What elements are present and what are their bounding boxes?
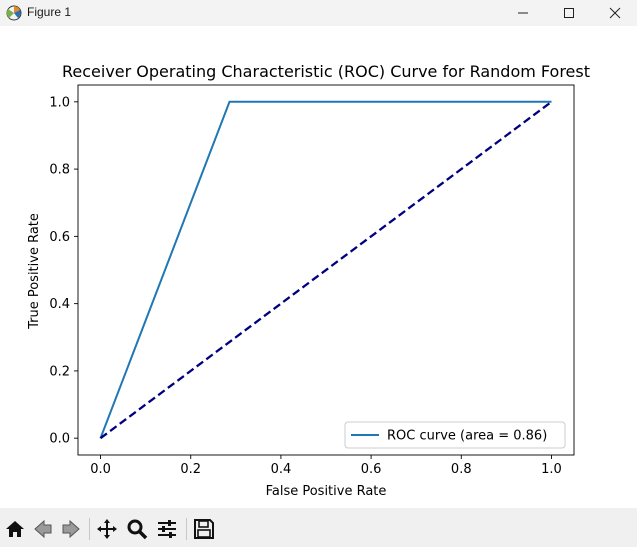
zoom-button[interactable] <box>124 516 150 542</box>
y-tick-label: 0.6 <box>49 230 70 245</box>
pan-icon <box>97 519 117 539</box>
y-tick-label: 0.8 <box>49 163 70 178</box>
toolbar-separator <box>89 518 90 540</box>
x-tick-label: 0.2 <box>180 462 201 477</box>
maximize-icon <box>564 8 574 18</box>
zoom-icon <box>127 519 148 540</box>
x-tick-label: 0.8 <box>451 462 472 477</box>
minimize-button[interactable] <box>500 0 546 26</box>
legend-box <box>344 421 566 449</box>
y-tick-label: 1.0 <box>49 95 70 110</box>
back-button[interactable] <box>30 516 56 542</box>
minimize-icon <box>518 12 528 14</box>
home-icon <box>6 521 24 537</box>
close-button[interactable] <box>592 0 637 26</box>
chart-title: Receiver Operating Characteristic (ROC) … <box>62 62 590 81</box>
back-arrow-icon <box>34 519 52 539</box>
x-tick-label: 0.4 <box>271 462 292 477</box>
forward-button[interactable] <box>58 516 84 542</box>
save-button[interactable] <box>191 516 217 542</box>
x-tick-label: 0.6 <box>361 462 382 477</box>
figure-canvas[interactable]: Receiver Operating Characteristic (ROC) … <box>0 26 637 508</box>
navigation-toolbar <box>0 508 637 547</box>
pan-button[interactable] <box>94 516 120 542</box>
x-tick-label: 0.0 <box>90 462 111 477</box>
close-icon <box>609 7 621 19</box>
toolbar-separator <box>186 518 187 540</box>
forward-arrow-icon <box>62 519 80 539</box>
diagonal-reference-line <box>99 100 553 440</box>
configure-subplots-icon <box>158 520 176 538</box>
window-title: Figure 1 <box>27 5 72 19</box>
axes-frame <box>77 84 575 456</box>
y-tick-label: 0.0 <box>49 432 70 447</box>
y-axis-label: True Positive Rate <box>27 213 42 330</box>
maximize-button[interactable] <box>546 0 592 26</box>
roc-chart: Receiver Operating Characteristic (ROC) … <box>27 62 590 499</box>
y-tick-label: 0.4 <box>49 297 70 312</box>
x-axis-label: False Positive Rate <box>266 484 387 499</box>
home-button[interactable] <box>2 516 28 542</box>
roc-curve-line <box>99 100 552 439</box>
window-titlebar: Figure 1 <box>0 0 637 26</box>
save-icon <box>194 519 214 539</box>
configure-subplots-button[interactable] <box>154 516 180 542</box>
legend-entry-label: ROC curve (area = 0.86) <box>387 429 547 444</box>
plot-area: 0.0 0.2 0.4 0.6 0.8 1.0 0.0 0.2 0.4 0.6 0.8 1.0 ROC … <box>49 84 575 477</box>
x-tick-label: 1.0 <box>541 462 562 477</box>
y-tick-label: 0.2 <box>49 364 70 379</box>
matplotlib-figure-icon <box>5 4 23 22</box>
